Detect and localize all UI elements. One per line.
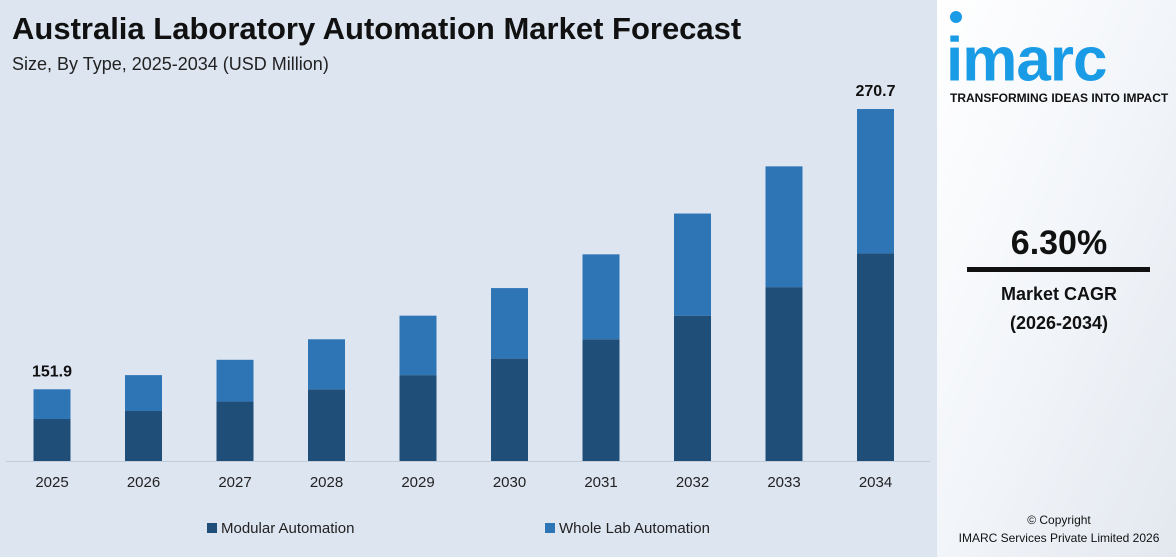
x-tick-label: 2029 [401, 474, 434, 491]
chart-subtitle: Size, By Type, 2025-2034 (USD Million) [12, 54, 329, 74]
x-tick-label: 2034 [859, 474, 892, 491]
x-tick-label: 2026 [127, 474, 160, 491]
x-tick-label: 2025 [35, 474, 68, 491]
legend-label: Modular Automation [221, 520, 354, 537]
sidebar-background [937, 0, 1176, 557]
cagr-label: Market CAGR [1001, 284, 1117, 304]
company: IMARC Services Private Limited 2026 [959, 531, 1160, 545]
bar-segment [582, 339, 620, 461]
x-tick-label: 2030 [493, 474, 526, 491]
chart-title: Australia Laboratory Automation Market F… [12, 11, 741, 46]
cagr-period: (2026-2034) [1010, 313, 1108, 333]
x-tick-label: 2031 [584, 474, 617, 491]
bar-segment [216, 401, 254, 461]
bar-segment [308, 389, 345, 461]
bar-segment [674, 315, 711, 461]
bar-segment [308, 339, 345, 390]
bar-segment [765, 166, 803, 288]
bar-segment [857, 253, 894, 461]
bar-segment [582, 254, 620, 340]
bar-segment [399, 375, 437, 461]
legend-label: Whole Lab Automation [559, 520, 710, 537]
cagr-value: 6.30% [1011, 224, 1107, 262]
bar-segment [33, 419, 71, 461]
legend-swatch [545, 523, 555, 533]
bar-segment [765, 287, 803, 461]
bar-segment [125, 410, 162, 461]
bar-segment [857, 109, 894, 254]
logo-dot [950, 11, 962, 23]
bar-segment [491, 288, 528, 359]
legend-swatch [207, 523, 217, 533]
bar-segment [125, 375, 162, 411]
x-tick-label: 2032 [676, 474, 709, 491]
cagr-rule [967, 267, 1150, 272]
total-label: 270.7 [855, 83, 895, 100]
x-tick-label: 2027 [218, 474, 251, 491]
bar-segment [33, 389, 71, 420]
bar-segment [674, 213, 711, 316]
bar-segment [491, 358, 528, 461]
bar-segment [399, 315, 437, 376]
copyright: © Copyright [1027, 513, 1091, 527]
logo: imarc [946, 25, 1106, 94]
tagline: TRANSFORMING IDEAS INTO IMPACT [950, 91, 1169, 105]
total-label: 151.9 [32, 364, 72, 381]
x-tick-label: 2033 [767, 474, 800, 491]
x-tick-label: 2028 [310, 474, 343, 491]
bar-segment [216, 359, 254, 402]
